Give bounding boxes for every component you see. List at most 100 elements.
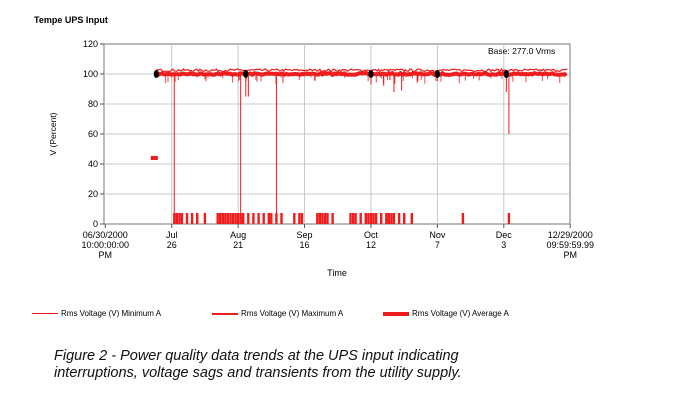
- zero-event-bar: [196, 213, 199, 224]
- y-tick-label: 20: [88, 189, 98, 199]
- zero-event-bar: [397, 213, 401, 224]
- x-tick-label: 09:59:59.99: [546, 240, 594, 250]
- zero-event-bar: [461, 213, 465, 224]
- zero-event-bar: [247, 213, 250, 224]
- zero-event-bar: [364, 213, 367, 224]
- zero-event-bar: [390, 213, 393, 224]
- series-maximum-line: [156, 67, 568, 73]
- zero-event-bar: [367, 213, 370, 224]
- zero-event-bar: [349, 213, 352, 224]
- legend: Rms Voltage (V) Minimum A Rms Voltage (V…: [0, 309, 694, 325]
- zero-event-bar: [234, 213, 237, 224]
- chart-canvas: Tempe UPS Input 0 20 40 60 80 100 120 06/30/20…: [34, 15, 594, 278]
- zero-event-bar: [231, 213, 235, 224]
- zero-event-bar: [226, 213, 230, 224]
- legend-item-maximum: Rms Voltage (V) Maximum A: [212, 309, 343, 318]
- zero-events: [173, 213, 511, 224]
- event-marker: [243, 70, 249, 78]
- zero-event-bar: [190, 213, 194, 224]
- zero-event-bar: [331, 213, 334, 224]
- zero-event-bar: [403, 213, 406, 224]
- zero-event-bar: [354, 213, 357, 224]
- legend-label-average: Rms Voltage (V) Average A: [412, 309, 509, 318]
- zero-event-bar: [507, 213, 511, 224]
- x-tick-label: 06/30/2000: [83, 230, 128, 240]
- zero-event-bar: [300, 213, 304, 224]
- event-marker: [153, 70, 159, 78]
- x-tick-label: Dec: [496, 230, 513, 240]
- zero-event-bar: [316, 213, 319, 224]
- x-tick-label: 12/29/2000: [548, 230, 593, 240]
- zero-event-bar: [224, 213, 227, 224]
- y-tick-label: 0: [93, 219, 98, 229]
- zero-event-bar: [351, 213, 355, 224]
- y-tick-label: 100: [83, 69, 98, 79]
- x-tick-label: 7: [435, 240, 440, 250]
- zero-event-bar: [229, 213, 232, 224]
- zero-event-bar: [180, 213, 184, 224]
- x-tick-label: 26: [167, 240, 177, 250]
- zero-event-bar: [372, 213, 375, 224]
- event-marker: [503, 70, 509, 78]
- zero-event-bar: [392, 213, 396, 224]
- zero-event-bar: [410, 213, 413, 224]
- zero-event-bar: [173, 213, 176, 224]
- y-axis-ticks: 0 20 40 60 80 100 120: [83, 39, 104, 229]
- zero-event-bar: [221, 213, 224, 224]
- zero-event-bar: [262, 213, 265, 224]
- event-marker: [368, 70, 374, 78]
- x-tick-label: Jul: [166, 230, 178, 240]
- zero-event-bar: [380, 213, 383, 224]
- x-tick-label: Nov: [429, 230, 446, 240]
- zero-event-bar: [323, 213, 327, 224]
- x-tick-label: PM: [563, 250, 577, 260]
- series-average-line: [155, 70, 568, 78]
- x-tick-label: 12: [366, 240, 376, 250]
- y-axis-label: V (Percent): [48, 112, 58, 155]
- event-markers: [153, 70, 509, 78]
- legend-label-maximum: Rms Voltage (V) Maximum A: [241, 309, 344, 318]
- caption-line-1: Figure 2 - Power quality data trends at …: [54, 348, 459, 364]
- zero-event-bar: [185, 213, 189, 224]
- zero-event-bar: [293, 213, 296, 224]
- x-axis-ticks: 06/30/200010:00:00:00PMJul26Aug21Sep16Oc…: [82, 224, 594, 260]
- zero-event-bar: [298, 213, 301, 224]
- zero-event-bar: [242, 213, 245, 224]
- y-tick-label: 60: [88, 129, 98, 139]
- caption-line-2: interruptions, voltage sags and transien…: [54, 365, 462, 381]
- zero-event-bar: [175, 213, 178, 224]
- zero-event-bar: [267, 213, 270, 224]
- y-tick-label: 120: [83, 39, 98, 49]
- series-minimum-point: [150, 156, 158, 160]
- event-marker: [434, 70, 440, 78]
- zero-event-bar: [239, 213, 242, 224]
- base-voltage-label: Base: 277.0 Vrms: [488, 46, 555, 56]
- x-tick-label: Aug: [230, 230, 246, 240]
- x-tick-label: PM: [99, 250, 113, 260]
- zero-event-bar: [219, 213, 222, 224]
- zero-event-bar: [387, 213, 390, 224]
- zero-event-bar: [236, 213, 240, 224]
- legend-swatch-maximum: [212, 312, 238, 315]
- legend-item-average: Rms Voltage (V) Average A: [383, 309, 509, 318]
- zero-event-bar: [359, 213, 362, 224]
- zero-event-bar: [369, 213, 373, 224]
- zero-event-bar: [216, 213, 219, 224]
- legend-label-minimum: Rms Voltage (V) Minimum A: [61, 309, 162, 318]
- zero-event-bar: [326, 213, 329, 224]
- zero-event-bar: [321, 213, 324, 224]
- zero-event-bar: [257, 213, 260, 224]
- figure-caption: Figure 2 - Power quality data trends at …: [54, 348, 684, 382]
- x-tick-label: 21: [233, 240, 243, 250]
- legend-swatch-average: [383, 311, 409, 316]
- zero-event-bar: [374, 213, 378, 224]
- zero-event-bar: [275, 213, 278, 224]
- series-lines: [150, 67, 568, 224]
- x-tick-label: Oct: [364, 230, 379, 240]
- zero-event-bar: [203, 213, 207, 224]
- y-tick-label: 80: [88, 99, 98, 109]
- chart-title: Tempe UPS Input: [34, 15, 108, 25]
- x-axis-label: Time: [327, 268, 347, 278]
- zero-event-bar: [385, 213, 388, 224]
- x-tick-label: 16: [300, 240, 310, 250]
